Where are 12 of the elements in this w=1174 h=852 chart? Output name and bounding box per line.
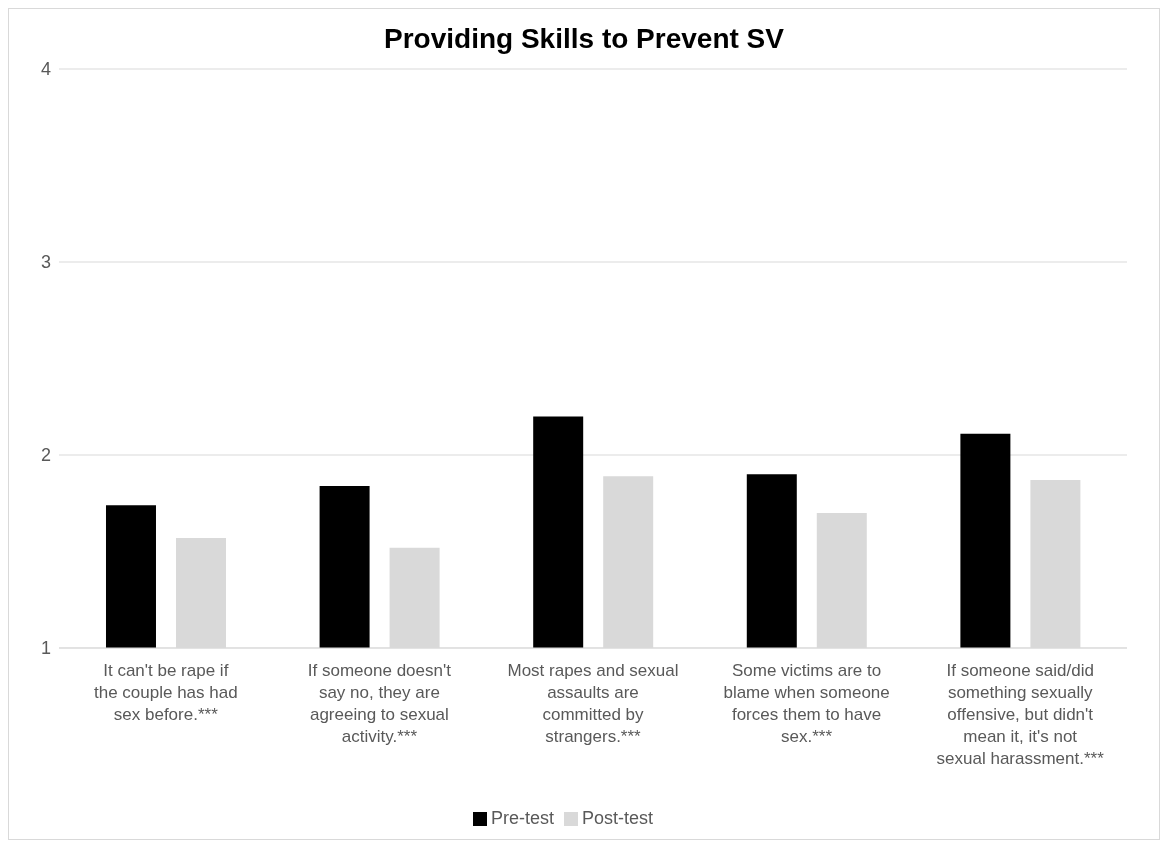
x-tick-label: If someone doesn't say no, they are agreeing to sexual activity.*** <box>307 661 452 746</box>
x-tick-label: It can't be rape if the couple has had sex before.*** <box>93 661 238 724</box>
y-tick-label: 4 <box>40 59 51 80</box>
y-tick-label: 2 <box>40 445 51 466</box>
y-tick-label: 3 <box>40 252 51 273</box>
x-tick-label: Some victims are to blame when someone forces them to have sex.*** <box>723 661 890 746</box>
y-tick-label: 1 <box>40 638 51 659</box>
legend-label: Post-test <box>582 808 654 828</box>
chart-title: Providing Skills to Prevent SV <box>383 22 785 56</box>
x-tick-label: If someone said/did something sexually offensive, but didn't mean it, it's not sexual harassment.*** <box>936 661 1105 768</box>
legend-label: Pre-test <box>490 808 554 828</box>
x-tick-label: Most rapes and sexual assaults are committed by strangers.*** <box>507 661 679 746</box>
